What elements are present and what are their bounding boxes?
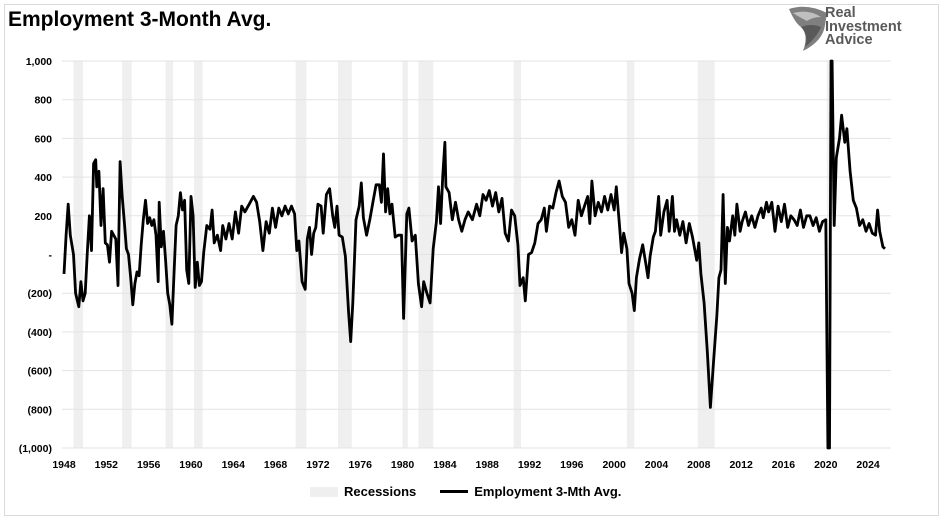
y-tick-label: 400 (34, 172, 52, 184)
y-tick-label: (800) (27, 404, 52, 416)
logo-line: Investment (825, 18, 902, 35)
x-tick-label: 1992 (518, 459, 542, 471)
x-tick-label: 1984 (433, 459, 457, 471)
x-tick-label: 1988 (476, 459, 500, 471)
y-tick-label: 800 (34, 95, 52, 107)
x-tick-label: 2024 (856, 459, 880, 471)
chart-title: Employment 3-Month Avg. (8, 8, 272, 31)
y-tick-label: (400) (27, 327, 52, 339)
series-line-employment (62, 59, 886, 450)
x-tick-label: 2012 (729, 459, 753, 471)
legend-label-recessions: Recessions (344, 484, 417, 499)
x-tick-label: 1956 (137, 459, 161, 471)
x-tick-label: 1980 (391, 459, 415, 471)
x-tick-label: 1972 (306, 459, 330, 471)
logo-line: Advice (825, 32, 873, 48)
legend-swatch-employment (440, 490, 469, 493)
x-tick-label: 2020 (814, 459, 838, 471)
logo-text: Real Investment Advice (825, 5, 902, 48)
x-tick-label: 1976 (349, 459, 373, 471)
eagle-shield-icon (789, 6, 827, 51)
x-tick-label: 1964 (222, 459, 246, 471)
x-tick-label: 1968 (264, 459, 288, 471)
legend-label-employment: Employment 3-Mth Avg. (474, 484, 622, 499)
x-tick-label: 1960 (179, 459, 203, 471)
y-tick-label: 600 (34, 133, 52, 145)
x-tick-label: 2008 (687, 459, 711, 471)
legend: Recessions Employment 3-Mth Avg. (310, 484, 621, 499)
legend-swatch-recessions (310, 486, 338, 497)
x-tick-label: 1996 (560, 459, 584, 471)
x-tick-label: 1948 (52, 459, 76, 471)
x-tick-label: 2004 (645, 459, 669, 471)
y-tick-label: 200 (34, 211, 52, 223)
y-tick-label: (600) (27, 366, 52, 378)
y-tick-label: 1,000 (26, 56, 52, 68)
y-tick-label: (1,000) (19, 443, 52, 455)
x-tick-label: 2000 (602, 459, 626, 471)
y-tick-label: - (49, 250, 53, 262)
x-tick-label: 2016 (772, 459, 796, 471)
x-tick-label: 1952 (95, 459, 119, 471)
y-tick-label: (200) (27, 288, 52, 300)
logo-line: Real (825, 5, 856, 21)
chart-frame (4, 4, 939, 516)
logo: Real Investment Advice (787, 5, 927, 53)
